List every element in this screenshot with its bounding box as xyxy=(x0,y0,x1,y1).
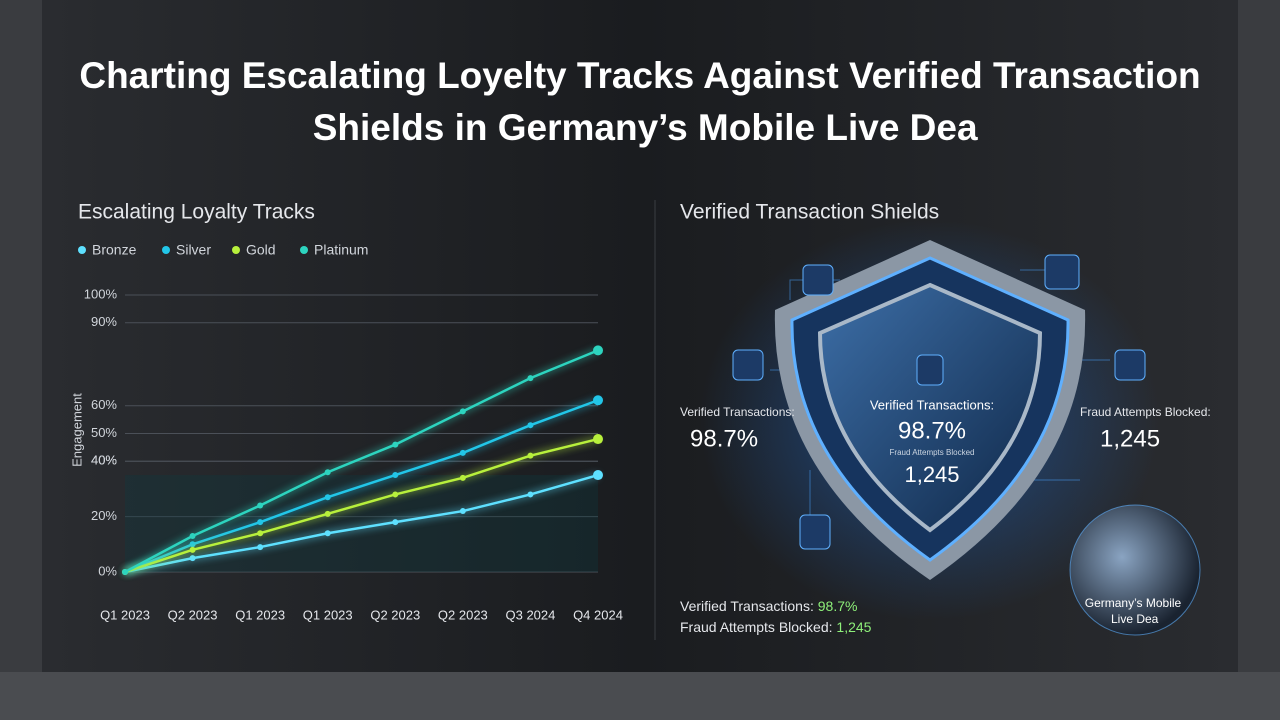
y-tick-label: 40% xyxy=(91,453,117,468)
data-point xyxy=(257,530,264,537)
x-tick-label: Q1 2023 xyxy=(235,607,285,622)
data-point xyxy=(324,530,331,537)
stat-value: 98.7% xyxy=(690,425,758,452)
data-point xyxy=(392,519,399,526)
globe-label: Germany’s Mobile Live Dea xyxy=(1085,596,1182,626)
globe xyxy=(1069,504,1201,636)
shield-value: 98.7% xyxy=(898,417,966,444)
data-point xyxy=(593,395,603,406)
data-point xyxy=(122,569,128,575)
y-tick-label: 100% xyxy=(84,286,118,301)
page-title: Charting Escalating Loyelty Tracks Again… xyxy=(79,55,1200,148)
data-point xyxy=(392,441,399,448)
y-tick-label: 40% xyxy=(91,453,117,468)
chart-title: Escalating Loyalty Tracks xyxy=(78,201,315,224)
stat-label: Fraud Attempts Blocked: xyxy=(1080,405,1211,419)
legend-dot xyxy=(162,246,170,254)
summary-label: Verified Transactions: xyxy=(680,598,814,614)
data-point xyxy=(459,508,466,515)
plot: 0%20%40%40%50%60%90%100%Q1 2023 Q2 2023 Q1… xyxy=(78,242,623,622)
y-tick-label: 50% xyxy=(91,425,117,440)
data-point xyxy=(257,544,264,551)
data-point xyxy=(189,546,196,553)
lock-icons xyxy=(732,254,1146,550)
data-point xyxy=(593,345,603,356)
x-tick-label: Q1 2023 xyxy=(100,607,150,622)
series-line xyxy=(124,437,599,574)
legend-label: Platinum xyxy=(314,242,368,258)
data-point xyxy=(459,449,466,456)
x-tick-label: Q2 2023 xyxy=(168,607,218,622)
data-point xyxy=(324,494,331,501)
data-point xyxy=(527,491,534,498)
stat-value: 1,245 xyxy=(1100,425,1160,452)
data-point xyxy=(392,491,399,498)
data-point xyxy=(527,422,534,429)
summary-line: Verified Transactions: 98.7% xyxy=(680,598,857,614)
data-point xyxy=(527,375,534,382)
legend-label: Bronze xyxy=(92,242,137,258)
series-line xyxy=(124,399,599,574)
summary-value: 98.7% xyxy=(818,598,858,614)
data-point xyxy=(257,519,264,526)
data-point xyxy=(189,532,196,539)
summary-line: Fraud Attempts Blocked: 1,245 xyxy=(680,619,872,635)
y-tick-label: 60% xyxy=(91,397,117,412)
shield-inner xyxy=(817,282,1043,533)
panel-title: Verified Transaction Shields xyxy=(680,201,939,224)
shield-sub-value: 1,245 xyxy=(904,462,959,487)
legend-label: Silver xyxy=(176,242,211,258)
data-point xyxy=(527,452,534,459)
x-tick-label: Q3 2024 xyxy=(505,607,555,622)
series-line xyxy=(124,473,599,574)
y-tick-label: 0% xyxy=(98,563,117,578)
y-tick-label: 20% xyxy=(91,508,117,523)
data-point xyxy=(324,469,331,476)
floor xyxy=(0,672,1280,720)
series-line xyxy=(124,349,599,574)
data-point xyxy=(189,541,196,548)
data-point xyxy=(459,474,466,481)
legend-dot xyxy=(78,246,86,254)
x-tick-label: Q1 2023 xyxy=(303,607,353,622)
legend-dot xyxy=(300,246,308,254)
data-point xyxy=(459,408,466,415)
summary-value: 1,245 xyxy=(836,619,871,635)
summary-label: Fraud Attempts Blocked: xyxy=(680,619,833,635)
x-tick-label: Q4 2024 xyxy=(573,607,623,622)
data-point xyxy=(593,470,603,481)
shield-sub-label: Fraud Attempts Blocked xyxy=(890,448,975,457)
data-point xyxy=(257,502,264,509)
data-point xyxy=(324,510,331,517)
data-point xyxy=(392,472,399,479)
data-point xyxy=(189,555,196,562)
y-axis-label: Engagement xyxy=(69,393,84,467)
legend-dot xyxy=(232,246,240,254)
x-tick-label: Q2 2023 xyxy=(370,607,420,622)
stat-label: Verified Transactions: xyxy=(680,405,795,419)
shield-label: Verified Transactions: xyxy=(870,397,994,412)
legend-label: Gold xyxy=(246,242,276,258)
y-tick-label: 90% xyxy=(91,314,117,329)
data-point xyxy=(593,434,603,445)
x-tick-label: Q2 2023 xyxy=(438,607,488,622)
